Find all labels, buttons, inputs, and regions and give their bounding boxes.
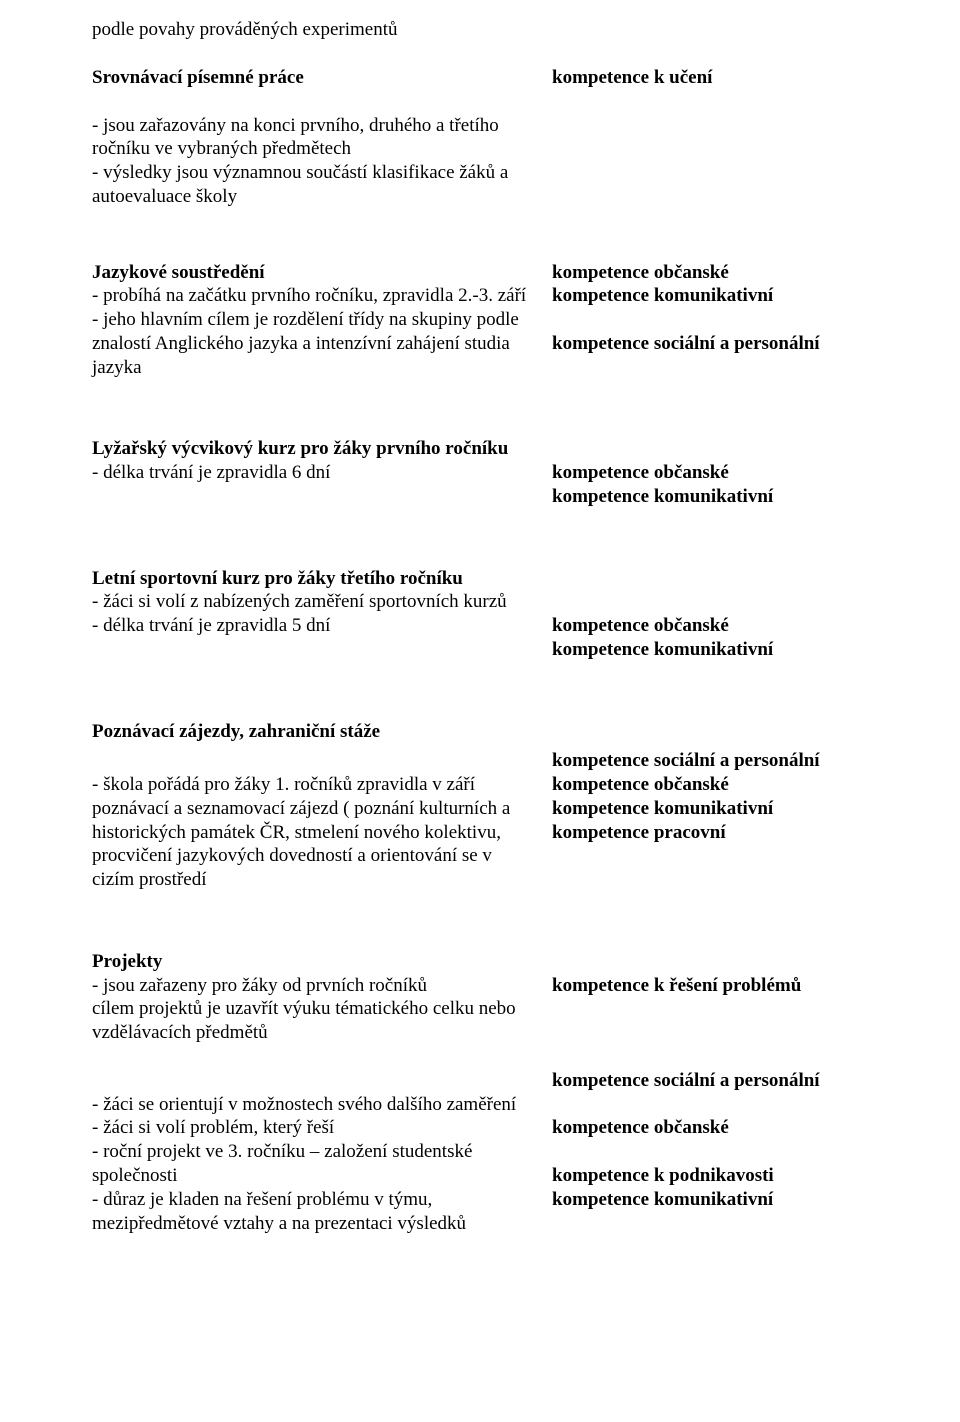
letni-title: Letní sportovní kurz pro žáky třetího ro…: [92, 567, 890, 591]
letni-right-1: kompetence občanské: [552, 614, 890, 638]
poznavaci-right-3: kompetence pracovní: [552, 821, 890, 845]
projekty-line-1: - jsou zařazeny pro žáky od prvních ročn…: [92, 974, 552, 998]
lyzarsky-right-1: kompetence občanské: [552, 461, 890, 485]
srovnavaci-line-2: - výsledky jsou významnou součástí klasi…: [92, 161, 552, 209]
projekty-right-ob: kompetence občanské: [552, 1116, 890, 1140]
intro-line: podle povahy prováděných experimentů: [92, 18, 890, 42]
jazykove-right-2: kompetence komunikativní: [552, 284, 890, 308]
letni-right-2: kompetence komunikativní: [552, 638, 890, 662]
poznavaci-right-2: kompetence komunikativní: [552, 797, 890, 821]
projekty-line-4: - žáci si volí problém, který řeší: [92, 1116, 552, 1140]
poznavaci-right-1: kompetence občanské: [552, 773, 890, 797]
letni-line-1: - žáci si volí z nabízených zaměření spo…: [92, 590, 552, 614]
projekty-right-1: kompetence k řešení problémů: [552, 974, 890, 998]
poznavaci-title: Poznávací zájezdy, zahraniční stáže: [92, 720, 890, 744]
projekty-right-pod: kompetence k podnikavosti: [552, 1164, 890, 1188]
poznavaci-line-1: - škola pořádá pro žáky 1. ročníků zprav…: [92, 773, 552, 892]
srovnavaci-right: kompetence k učení: [552, 66, 890, 90]
lyzarsky-line: - délka trvání je zpravidla 6 dní: [92, 461, 552, 485]
projekty-line-2: cílem projektů je uzavřít výuku tématick…: [92, 997, 552, 1045]
lyzarsky-title: Lyžařský výcvikový kurz pro žáky prvního…: [92, 437, 890, 461]
srovnavaci-title: Srovnávací písemné práce: [92, 66, 552, 90]
projekty-line-5: - roční projekt ve 3. ročníku – založení…: [92, 1140, 552, 1188]
projekty-right-kom: kompetence komunikativní: [552, 1188, 890, 1212]
lyzarsky-right-2: kompetence komunikativní: [552, 485, 890, 509]
jazykove-title: Jazykové soustředění: [92, 261, 552, 285]
letni-line-2: - délka trvání je zpravidla 5 dní: [92, 614, 552, 638]
projekty-right-sp: kompetence sociální a personální: [552, 1069, 890, 1093]
srovnavaci-line-1: - jsou zařazovány na konci prvního, druh…: [92, 114, 552, 162]
projekty-title: Projekty: [92, 950, 890, 974]
jazykove-line-2: - jeho hlavním cílem je rozdělení třídy …: [92, 308, 552, 379]
jazykove-right-1: kompetence občanské: [552, 261, 890, 285]
projekty-line-3: - žáci se orientují v možnostech svého d…: [92, 1093, 612, 1117]
projekty-line-6: - důraz je kladen na řešení problému v t…: [92, 1188, 552, 1236]
poznavaci-right-0: kompetence sociální a personální: [552, 749, 890, 773]
jazykove-right-3: kompetence sociální a personální: [552, 332, 890, 356]
jazykove-line-1: - probíhá na začátku prvního ročníku, zp…: [92, 284, 552, 308]
